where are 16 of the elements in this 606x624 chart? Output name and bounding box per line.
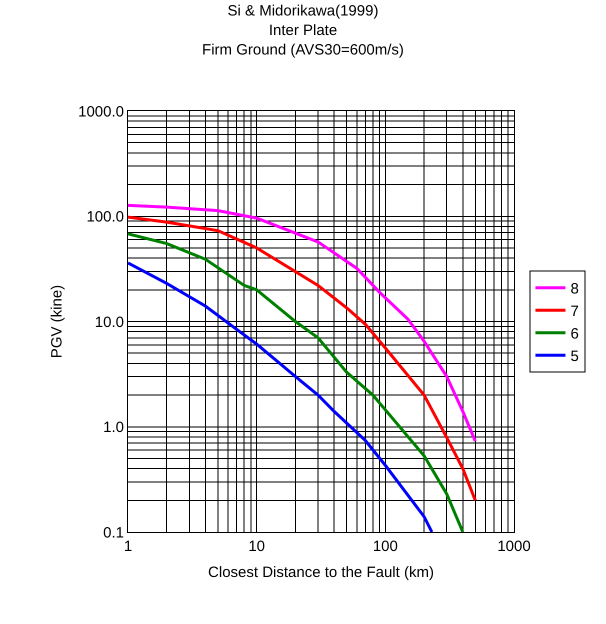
y-tick-label: 100.0 <box>86 208 124 226</box>
y-axis-title: PGV (kine) <box>48 284 66 358</box>
chart-title: Si & Midorikawa(1999) Inter Plate Firm Ground (AVS30=600m/s) <box>202 2 404 59</box>
x-axis-title: Closest Distance to the Fault (km) <box>208 564 434 581</box>
x-tick-label: 100 <box>372 538 398 555</box>
y-tick-label: 10.0 <box>94 314 124 331</box>
x-tick-label: 1000 <box>497 538 531 555</box>
x-tick-label: 1 <box>124 538 132 555</box>
x-tick-label: 10 <box>248 538 266 555</box>
legend-label: 8 <box>570 280 579 298</box>
legend-label: 6 <box>570 326 579 343</box>
legend-label: 5 <box>570 348 579 366</box>
y-tick-label: 1000.0 <box>78 103 124 120</box>
legend-label: 7 <box>570 303 579 320</box>
y-tick-label: 0.1 <box>103 524 124 542</box>
y-tick-label: 1.0 <box>103 419 124 436</box>
